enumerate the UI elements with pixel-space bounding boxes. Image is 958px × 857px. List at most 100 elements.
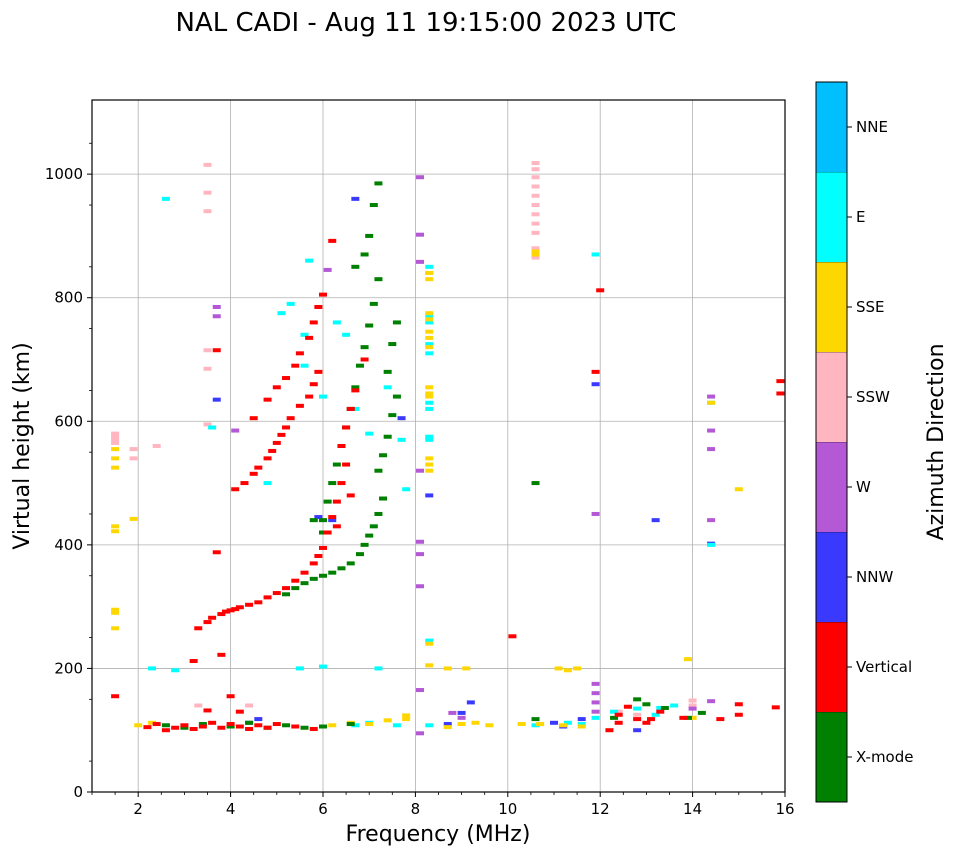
data-point (383, 385, 392, 390)
data-point (614, 720, 623, 725)
data-point (277, 311, 286, 316)
data-point (212, 304, 221, 309)
data-point (688, 706, 697, 711)
data-point (531, 203, 540, 208)
data-point (226, 608, 235, 613)
data-point (111, 456, 120, 461)
colorbar-tick-label: NNW (856, 568, 893, 586)
data-point (416, 731, 425, 736)
data-point (305, 335, 314, 340)
data-point (319, 724, 327, 729)
data-point (679, 715, 688, 720)
data-point (295, 403, 304, 408)
data-point (577, 717, 586, 722)
data-point (148, 666, 157, 671)
data-point (425, 437, 434, 442)
data-point (300, 725, 309, 730)
data-point (577, 724, 586, 729)
data-point (734, 487, 743, 492)
series-e (148, 196, 716, 728)
data-point (425, 271, 434, 275)
data-point (471, 720, 480, 725)
colorbar-tick-label: SSW (856, 388, 890, 406)
data-point (212, 397, 221, 402)
data-point (152, 722, 161, 727)
data-point (346, 406, 355, 411)
data-point (235, 605, 244, 610)
data-point (397, 416, 406, 421)
colorbar-tick-label: Vertical (856, 658, 912, 676)
data-point (734, 702, 743, 707)
y-axis-label: Virtual height (km) (10, 342, 35, 549)
data-point (688, 715, 697, 720)
data-point (360, 345, 369, 350)
data-point (591, 382, 600, 387)
data-point (208, 720, 217, 725)
data-point (323, 267, 332, 272)
x-tick-label: 16 (775, 800, 794, 818)
data-point (573, 666, 582, 671)
colorbar-segment (816, 352, 847, 442)
data-point (379, 453, 388, 458)
data-point (563, 720, 572, 725)
data-point (531, 212, 540, 217)
data-point (319, 530, 327, 535)
data-point (111, 524, 120, 529)
data-point (734, 712, 743, 717)
data-point (189, 726, 198, 731)
colorbar-tick-label: W (856, 478, 871, 496)
data-point (425, 468, 434, 473)
data-point (111, 465, 120, 470)
data-point (531, 230, 540, 235)
data-point (226, 724, 235, 729)
data-point (282, 425, 291, 430)
data-point (707, 447, 716, 452)
data-point (203, 209, 212, 214)
colorbar-segment (816, 262, 847, 352)
data-point (462, 666, 471, 671)
data-point (425, 638, 434, 643)
data-point (360, 252, 369, 257)
data-point (161, 728, 170, 733)
data-point (212, 550, 221, 555)
data-point (688, 703, 697, 708)
colorbar-segment (816, 82, 847, 172)
data-point (351, 723, 360, 728)
colorbar-segment (816, 532, 847, 622)
colorbar-label: Azimuth Direction (924, 343, 949, 540)
data-point (683, 715, 692, 720)
data-point (305, 394, 314, 399)
data-point (388, 342, 397, 347)
data-point (189, 659, 198, 664)
data-point (416, 584, 425, 589)
data-point (328, 515, 337, 520)
data-point (457, 722, 466, 727)
data-point (111, 437, 120, 442)
data-point (374, 511, 383, 516)
data-point (263, 595, 272, 600)
data-point (591, 681, 600, 686)
series-ssw (111, 161, 697, 717)
data-points (111, 161, 785, 736)
data-point (272, 591, 281, 596)
data-point (231, 428, 240, 433)
data-point (332, 499, 341, 504)
data-point (212, 348, 221, 353)
data-point (633, 697, 642, 702)
grid-lines (92, 100, 785, 792)
data-point (111, 607, 120, 612)
data-point (254, 465, 263, 470)
data-point (111, 431, 120, 436)
data-point (383, 434, 392, 439)
data-point (111, 434, 120, 439)
data-point (217, 652, 226, 657)
data-point (171, 668, 180, 673)
data-point (651, 712, 660, 717)
data-point (614, 712, 623, 717)
colorbar-segment (816, 442, 847, 532)
data-point (277, 432, 286, 437)
data-point (309, 518, 318, 523)
data-point (208, 425, 217, 430)
data-point (328, 518, 337, 523)
data-point (425, 400, 434, 405)
